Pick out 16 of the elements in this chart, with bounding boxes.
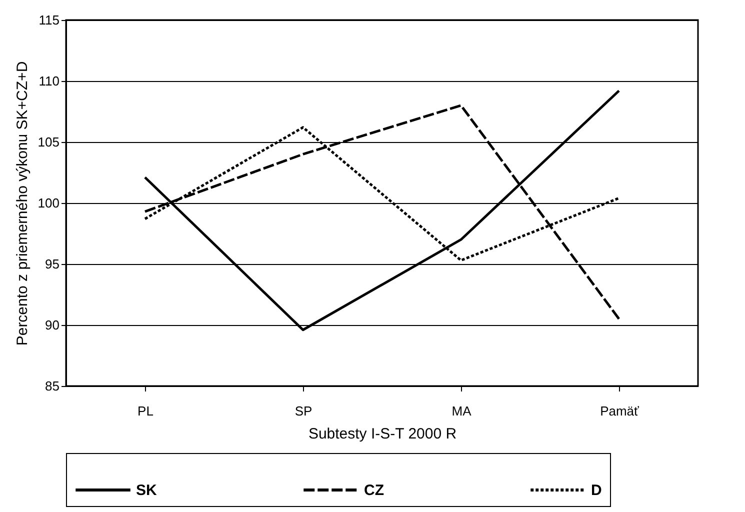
y-tick-label: 100	[38, 196, 60, 210]
x-tick-label: MA	[452, 404, 472, 418]
y-tick-label: 105	[38, 134, 60, 150]
y-tick-label: 95	[45, 256, 60, 272]
legend-label: D	[591, 482, 602, 499]
legend-label: SK	[136, 482, 158, 499]
y-tick-label: 90	[45, 318, 60, 332]
x-axis-title: Subtesty I-S-T 2000 R	[308, 426, 457, 442]
y-tick-label: 115	[38, 12, 60, 28]
x-tick-label: PL	[138, 404, 154, 418]
x-tick-label: Pamäť	[600, 404, 640, 418]
y-tick-label: 85	[45, 378, 60, 394]
x-tick-label: SP	[294, 404, 312, 418]
y-tick-label: 110	[38, 74, 60, 88]
legend-label: CZ	[364, 482, 384, 499]
y-axis-title: Percento z priemerného výkonu SK+CZ+D	[14, 61, 31, 346]
